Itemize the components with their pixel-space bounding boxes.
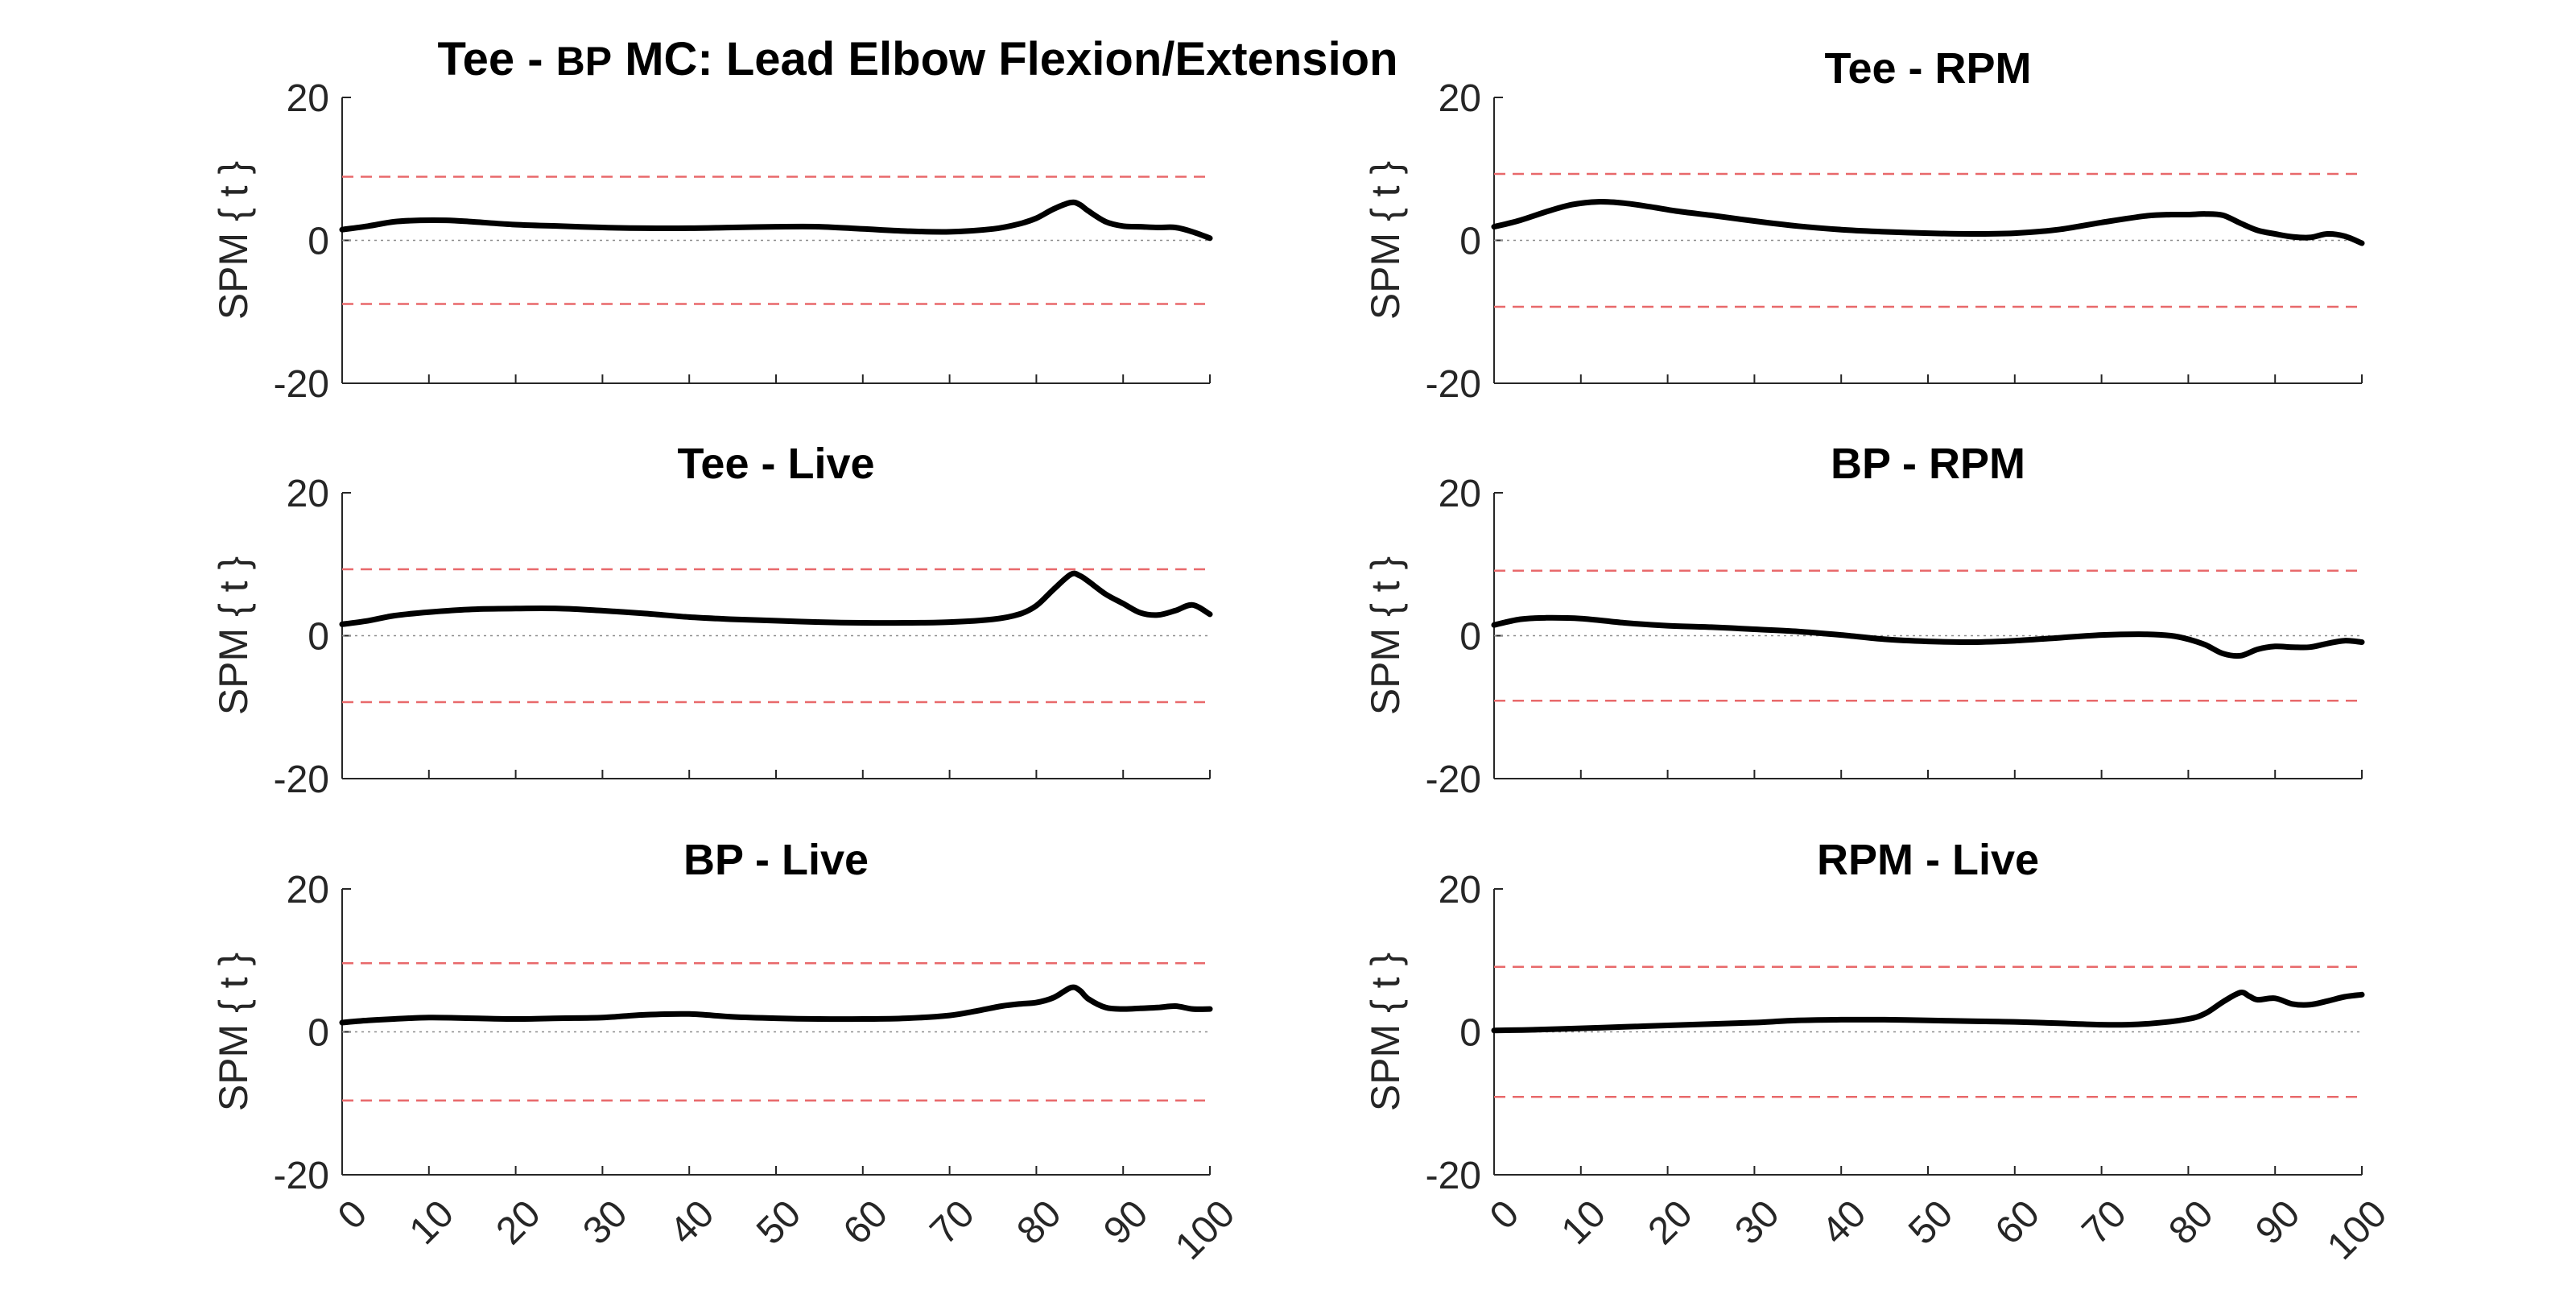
y-tick-label: 0: [308, 616, 329, 659]
y-tick-label: -20: [1426, 363, 1481, 406]
y-axis-label: SPM { t }: [211, 556, 256, 715]
y-axis-label: SPM { t }: [211, 953, 256, 1111]
figure-title-part2: BP: [556, 39, 612, 84]
y-tick-label: 0: [1459, 221, 1481, 263]
panel-1: Tee - RPM 20 0 -20 SPM { t }: [1363, 44, 2365, 406]
spm-curve: [1491, 990, 2365, 1034]
x-tick-label: 100: [2319, 1192, 2395, 1268]
x-tick-label: 90: [2248, 1192, 2308, 1253]
y-tick-label: -20: [1426, 1155, 1481, 1197]
y-tick-label: 20: [1439, 869, 1481, 911]
spm-curve: [339, 570, 1213, 627]
x-tick-label: 0: [1482, 1192, 1527, 1238]
x-tick-label: 90: [1096, 1192, 1156, 1253]
x-tick-label: 20: [489, 1192, 549, 1253]
spm-curve: [339, 984, 1213, 1026]
y-axis-label: SPM { t }: [1363, 556, 1408, 715]
panel-4: BP - RPM 20 0 -20 SPM { t }: [1363, 440, 2365, 801]
y-tick-label: 20: [287, 77, 329, 120]
y-tick-label: 20: [1439, 473, 1481, 515]
y-axis-label: SPM { t }: [1363, 953, 1408, 1111]
y-tick-label: -20: [1426, 758, 1481, 801]
x-tick-label: 10: [402, 1192, 462, 1253]
y-tick-label: 0: [308, 1012, 329, 1055]
y-tick-label: 20: [1439, 77, 1481, 120]
panel-title: BP - Live: [683, 836, 869, 884]
figure-title-part1: Tee -: [437, 33, 555, 85]
figure-title-part3: MC: Lead Elbow Flexion/Extension: [612, 33, 1397, 85]
x-tick-label: 60: [836, 1192, 896, 1253]
x-tick-label: 70: [2074, 1192, 2135, 1253]
figure-title: Tee - BP MC: Lead Elbow Flexion/Extensio…: [437, 33, 1397, 85]
panel-title: RPM - Live: [1817, 836, 2039, 884]
y-tick-label: -20: [274, 1155, 329, 1197]
y-tick-label: 20: [287, 869, 329, 911]
y-tick-label: 0: [1459, 616, 1481, 659]
y-axis-label: SPM { t }: [211, 161, 256, 320]
y-tick-label: 0: [1459, 1012, 1481, 1055]
x-tick-label: 100: [1167, 1192, 1243, 1268]
y-tick-label: -20: [274, 758, 329, 801]
x-tick-label: 10: [1554, 1192, 1614, 1253]
x-tick-label: 80: [1009, 1192, 1069, 1253]
x-tick-label: 50: [749, 1192, 809, 1253]
y-tick-label: 0: [308, 221, 329, 263]
x-tick-label: 0: [330, 1192, 375, 1238]
spm-curve: [1491, 199, 2365, 246]
y-axis-label: SPM { t }: [1363, 161, 1408, 320]
panel-title: Tee - RPM: [1824, 44, 2031, 93]
x-tick-label: 40: [1814, 1192, 1874, 1253]
x-tick-label: 20: [1641, 1192, 1701, 1253]
y-tick-label: -20: [274, 363, 329, 406]
x-tick-label: 40: [662, 1192, 722, 1253]
spm-curve: [339, 199, 1213, 242]
spm-curve: [1491, 614, 2365, 659]
panel-title: Tee - Live: [677, 440, 874, 488]
x-tick-label: 70: [923, 1192, 983, 1253]
x-tick-label: 60: [1988, 1192, 2048, 1253]
panel-title: BP - RPM: [1831, 440, 2025, 488]
panel-3: Tee - Live 20 0 -20 SPM { t }: [211, 440, 1213, 801]
x-tick-label: 30: [575, 1192, 635, 1253]
x-tick-label: 30: [1727, 1192, 1787, 1253]
y-tick-label: 20: [287, 473, 329, 515]
x-tick-label: 50: [1901, 1192, 1961, 1253]
panel-2: 20 0 -20 SPM { t }: [211, 77, 1213, 406]
x-tick-label: 80: [2161, 1192, 2221, 1253]
